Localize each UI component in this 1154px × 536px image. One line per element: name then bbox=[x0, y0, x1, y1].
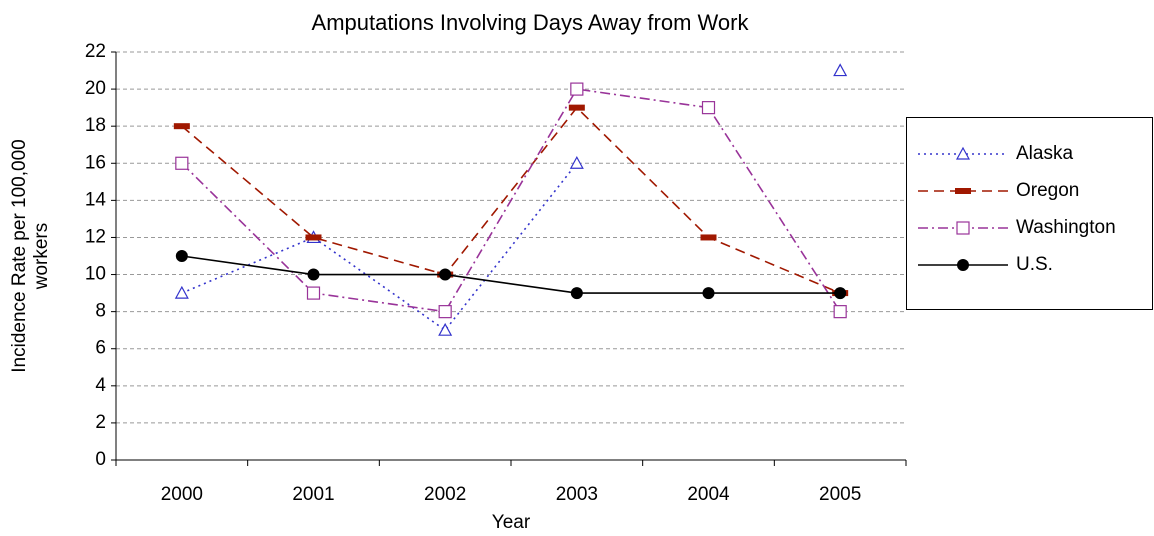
marker bbox=[438, 322, 453, 336]
y-tick-label: 10 bbox=[85, 264, 106, 285]
legend-label: Oregon bbox=[1016, 180, 1079, 201]
marker bbox=[569, 156, 584, 169]
marker bbox=[833, 305, 847, 319]
marker bbox=[955, 188, 971, 194]
legend-box bbox=[906, 117, 1153, 310]
x-tick-label: 2002 bbox=[424, 484, 466, 505]
legend-label: Washington bbox=[1016, 217, 1116, 238]
marker bbox=[833, 63, 848, 77]
x-tick-label: 2000 bbox=[161, 484, 203, 505]
marker bbox=[700, 234, 717, 241]
chart-title: Amputations Involving Days Away from Wor… bbox=[312, 10, 750, 35]
marker bbox=[306, 286, 321, 300]
marker bbox=[701, 101, 716, 115]
x-tick-label: 2005 bbox=[819, 484, 861, 505]
y-tick-label: 16 bbox=[85, 152, 106, 173]
marker bbox=[568, 104, 585, 111]
marker bbox=[570, 82, 584, 96]
y-tick-label: 4 bbox=[95, 375, 106, 396]
y-axis-label: Incidence Rate per 100,000 workers bbox=[9, 139, 52, 372]
y-axis-label-line: Incidence Rate per 100,000 bbox=[9, 139, 30, 372]
y-tick-label: 2 bbox=[95, 412, 106, 433]
marker bbox=[570, 287, 583, 300]
marker bbox=[174, 285, 189, 299]
marker bbox=[438, 305, 452, 319]
marker bbox=[834, 287, 847, 300]
marker bbox=[439, 268, 452, 281]
marker bbox=[956, 221, 970, 235]
x-tick-label: 2001 bbox=[292, 484, 334, 505]
y-tick-label: 0 bbox=[95, 449, 106, 470]
marker bbox=[702, 287, 715, 300]
y-axis-label-line: workers bbox=[31, 223, 52, 291]
y-tick-label: 18 bbox=[85, 115, 106, 136]
x-tick-label: 2003 bbox=[556, 484, 598, 505]
y-tick-label: 12 bbox=[85, 226, 106, 247]
marker bbox=[307, 268, 320, 281]
x-axis-label: Year bbox=[492, 512, 531, 533]
legend-label: U.S. bbox=[1016, 254, 1053, 275]
legend-label: Alaska bbox=[1016, 143, 1073, 164]
marker bbox=[175, 156, 189, 170]
y-tick-label: 8 bbox=[95, 301, 106, 322]
y-tick-label: 22 bbox=[85, 41, 106, 62]
y-tick-label: 20 bbox=[85, 78, 106, 99]
marker bbox=[957, 259, 969, 271]
y-tick-label: 14 bbox=[85, 189, 107, 210]
x-tick-label: 2004 bbox=[687, 484, 730, 505]
marker bbox=[175, 250, 188, 262]
marker bbox=[305, 234, 322, 241]
marker bbox=[955, 146, 971, 160]
marker bbox=[173, 123, 190, 130]
series-line bbox=[181, 255, 841, 294]
y-tick-label: 6 bbox=[95, 338, 106, 359]
